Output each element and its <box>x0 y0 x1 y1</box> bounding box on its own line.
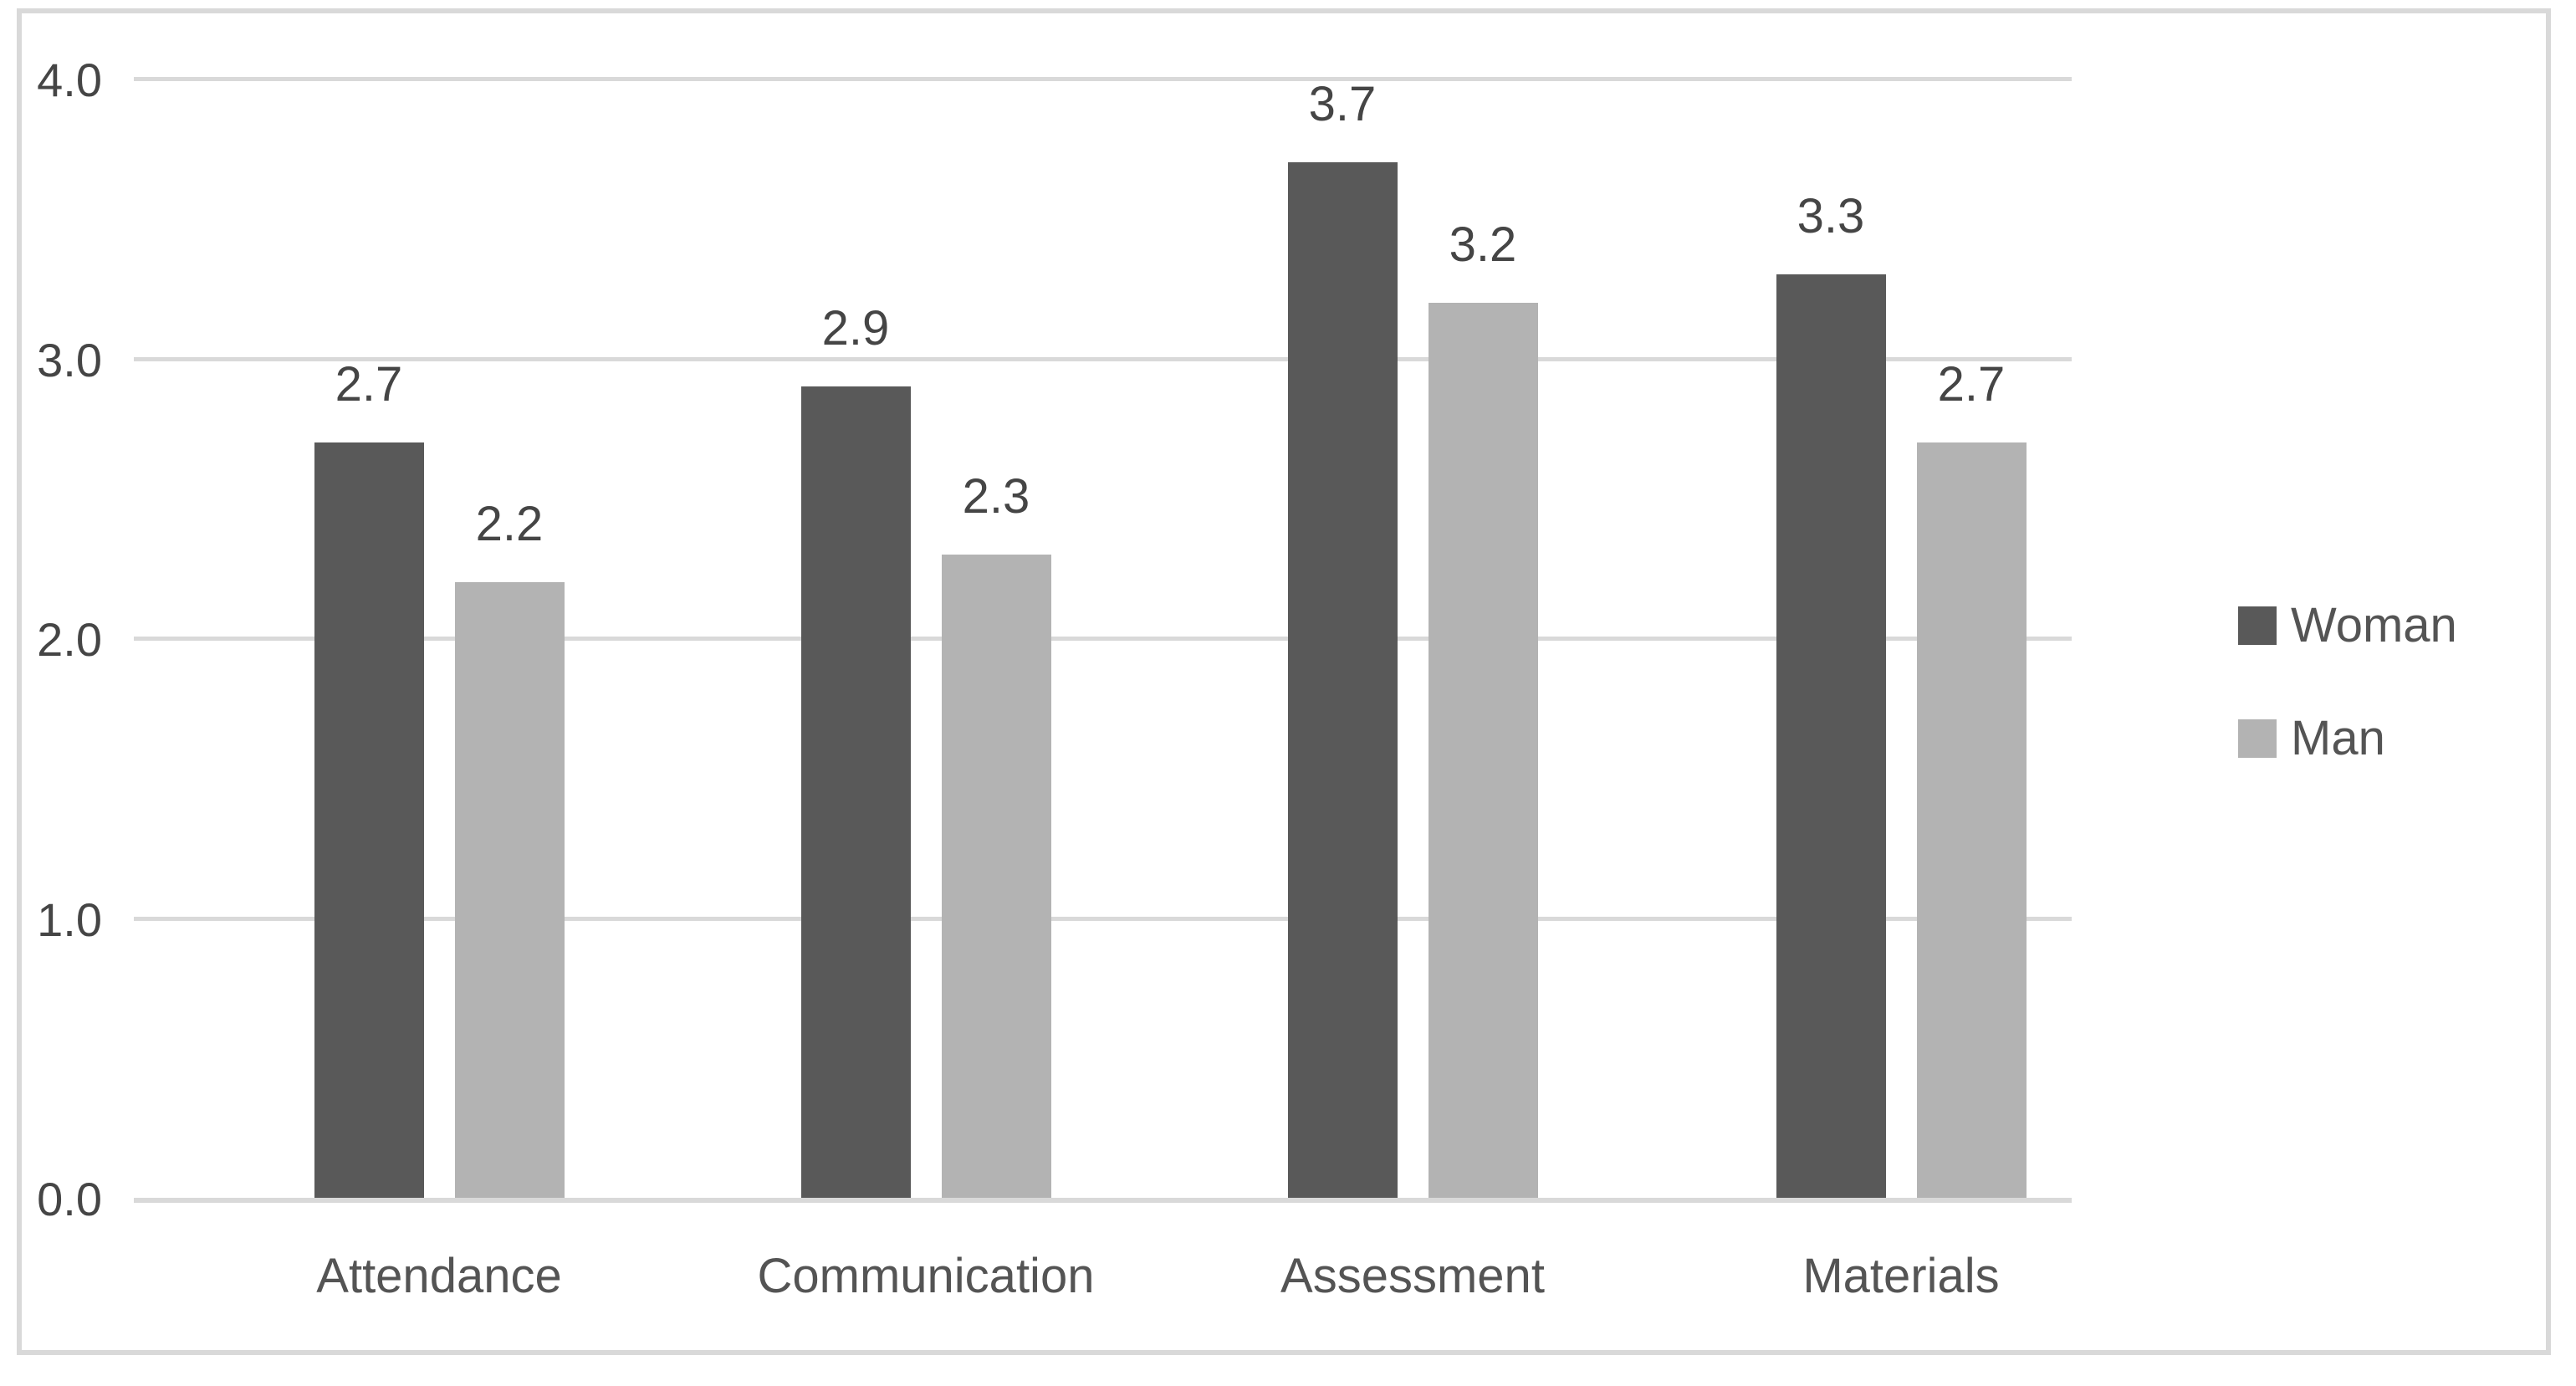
y-tick-label-0.0: 0.0 <box>37 1173 102 1225</box>
legend-item-man: Man <box>2238 701 2385 776</box>
x-category-label-assessment: Assessment <box>1280 1249 1545 1303</box>
gridline-3.0 <box>134 356 2072 361</box>
data-label-woman-attendance: 2.7 <box>335 356 403 412</box>
legend-label-woman: Woman <box>2291 598 2457 652</box>
legend-swatch-woman-icon <box>2238 606 2277 645</box>
bar-woman-communication <box>800 386 911 1198</box>
x-axis-line <box>134 1198 2072 1203</box>
bar-man-attendance <box>454 582 565 1198</box>
data-label-woman-materials: 3.3 <box>1797 189 1865 244</box>
gridline-4.0 <box>134 77 2072 81</box>
data-label-man-communication: 2.3 <box>962 468 1030 524</box>
bar-woman-materials <box>1776 274 1886 1198</box>
data-label-man-assessment: 3.2 <box>1449 217 1517 272</box>
y-tick-label-3.0: 3.0 <box>37 333 102 386</box>
data-label-woman-communication: 2.9 <box>821 300 890 355</box>
gridline-2.0 <box>134 637 2072 641</box>
data-label-man-materials: 2.7 <box>1937 356 2006 412</box>
y-tick-label-4.0: 4.0 <box>37 54 102 106</box>
data-label-man-attendance: 2.2 <box>475 497 544 552</box>
legend-label-man: Man <box>2291 711 2385 765</box>
legend-item-woman: Woman <box>2238 588 2457 663</box>
bar-woman-attendance <box>314 442 424 1198</box>
gridline-1.0 <box>134 916 2072 921</box>
bar-man-materials <box>1916 442 2027 1198</box>
legend-swatch-man-icon <box>2238 719 2277 758</box>
x-category-label-communication: Communication <box>757 1249 1095 1303</box>
y-tick-label-2.0: 2.0 <box>37 613 102 666</box>
bar-man-assessment <box>1428 302 1538 1198</box>
data-label-woman-assessment: 3.7 <box>1308 77 1377 132</box>
y-tick-label-1.0: 1.0 <box>37 892 102 946</box>
x-category-label-materials: Materials <box>1802 1249 2000 1303</box>
x-category-label-attendance: Attendance <box>316 1249 562 1303</box>
bar-woman-assessment <box>1287 162 1398 1198</box>
bar-man-communication <box>941 554 1051 1198</box>
chart-frame <box>17 8 2551 1355</box>
